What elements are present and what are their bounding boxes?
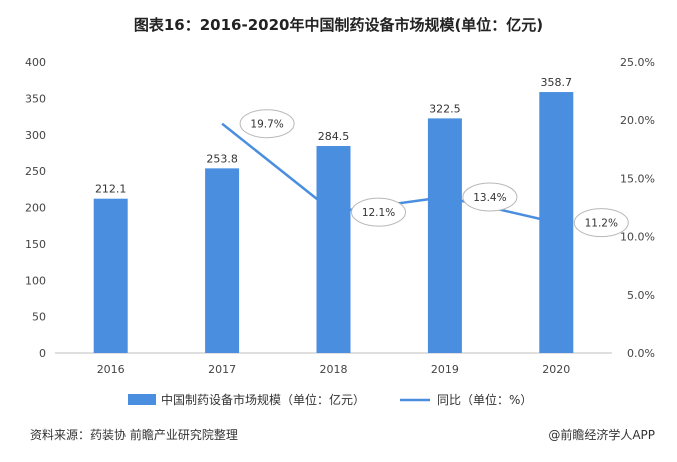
left-tick-label: 200 <box>25 202 46 215</box>
left-axis-ticks: 0 50 100 150 200 250 300 350 400 <box>25 56 46 360</box>
left-tick-label: 300 <box>25 129 46 142</box>
line-value-label: 12.1% <box>362 207 395 219</box>
bar-value-label: 284.5 <box>318 130 350 143</box>
bar <box>427 118 462 353</box>
line-label-bubble <box>462 182 518 212</box>
right-tick-label: 10.0% <box>620 231 655 244</box>
line-label-bubble <box>351 197 406 227</box>
footer: 资料来源：药装协 前瞻产业研究院整理 @前瞻经济学人APP <box>30 426 655 446</box>
legend-bar-label: 中国制药设备市场规模（单位：亿元） <box>161 392 365 407</box>
x-axis-ticks: 2016 2017 2018 2019 2020 <box>97 363 571 376</box>
bar-series <box>93 92 574 354</box>
bar-value-label: 358.7 <box>541 76 573 89</box>
left-tick-label: 100 <box>25 274 46 287</box>
source-note: 资料来源：药装协 前瞻产业研究院整理 <box>30 428 238 442</box>
left-tick-label: 0 <box>39 347 46 360</box>
legend-bar-swatch <box>128 394 156 405</box>
line-series: 19.7% 12.1% 13.4% 11.2% <box>221 109 629 238</box>
x-tick-label: 2016 <box>97 363 125 376</box>
left-tick-label: 350 <box>25 92 46 105</box>
right-tick-label: 5.0% <box>627 289 655 302</box>
x-tick-label: 2017 <box>208 363 236 376</box>
right-tick-label: 0.0% <box>627 347 655 360</box>
legend-line-label: 同比（单位：%） <box>437 392 532 407</box>
right-tick-label: 15.0% <box>620 172 655 185</box>
x-tick-label: 2020 <box>542 363 570 376</box>
bar-value-label: 212.1 <box>95 183 127 196</box>
line-value-label: 19.7% <box>250 119 283 131</box>
bar <box>205 168 240 353</box>
line-value-label: 13.4% <box>473 192 506 204</box>
left-tick-label: 50 <box>32 311 46 324</box>
line-label-bubble <box>573 208 629 238</box>
left-tick-label: 400 <box>25 56 46 69</box>
left-tick-label: 250 <box>25 165 46 178</box>
right-tick-label: 20.0% <box>620 114 655 127</box>
bar <box>316 146 351 353</box>
right-axis-ticks: 0.0% 5.0% 10.0% 15.0% 20.0% 25.0% <box>620 56 655 360</box>
bar-value-label: 322.5 <box>429 102 461 115</box>
line-value-label: 11.2% <box>585 218 618 230</box>
line-label-bubble <box>239 109 295 139</box>
left-tick-label: 150 <box>25 238 46 251</box>
bar-value-label: 253.8 <box>206 152 238 165</box>
right-tick-label: 25.0% <box>620 56 655 69</box>
chart-title: 图表16：2016-2020年中国制药设备市场规模(单位：亿元) <box>133 16 544 34</box>
bar-value-labels: 212.1 253.8 284.5 322.5 358.7 <box>95 76 572 196</box>
legend: 中国制药设备市场规模（单位：亿元） 同比（单位：%） <box>128 392 532 407</box>
x-tick-label: 2019 <box>431 363 459 376</box>
bar <box>93 198 128 353</box>
x-tick-label: 2018 <box>320 363 348 376</box>
brand-note: @前瞻经济学人APP <box>548 428 655 442</box>
